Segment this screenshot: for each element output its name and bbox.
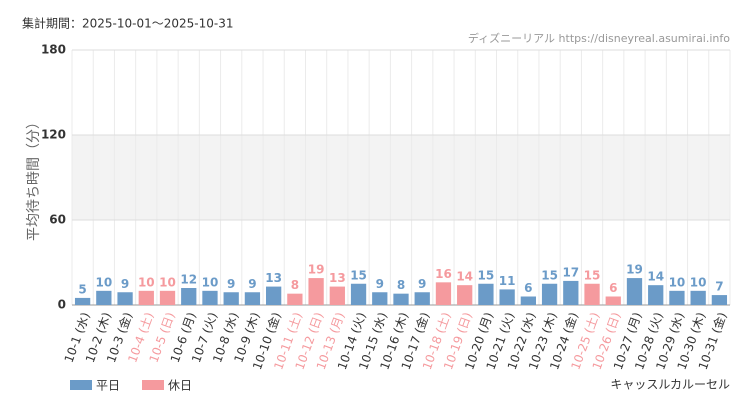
bar [350, 283, 367, 305]
bar [414, 292, 430, 305]
bar [244, 292, 261, 305]
value-label: 5 [78, 282, 86, 296]
bar [690, 290, 706, 305]
value-label: 6 [609, 281, 617, 295]
legend-label: 休日 [168, 379, 192, 393]
bar [329, 286, 345, 305]
value-label: 10 [95, 275, 112, 289]
bar [181, 288, 197, 305]
bar [711, 295, 728, 305]
bar [138, 290, 154, 305]
attraction-name: キャッスルカルーセル [610, 378, 730, 392]
value-label: 13 [329, 271, 346, 285]
value-label: 10 [690, 275, 707, 289]
value-label: 12 [180, 273, 197, 287]
value-label: 16 [435, 267, 452, 281]
grid-band [72, 135, 730, 220]
bar [266, 286, 282, 305]
value-label: 6 [524, 281, 532, 295]
y-tick-label: 0 [58, 298, 66, 312]
value-label: 13 [265, 271, 282, 285]
value-label: 14 [647, 270, 664, 284]
bar [96, 290, 112, 305]
value-label: 15 [478, 268, 495, 282]
value-label: 9 [121, 277, 129, 291]
value-label: 19 [308, 263, 325, 277]
source: ディズニーリアル https://disneyreal.asumirai.inf… [468, 31, 730, 45]
bar [520, 296, 536, 305]
value-label: 10 [669, 275, 686, 289]
value-label: 9 [418, 277, 426, 291]
bar [584, 283, 600, 305]
value-label: 10 [159, 275, 176, 289]
bar [117, 292, 133, 305]
bar [159, 290, 176, 305]
period-header: 集計期間：2025-10-01～2025-10-31 [22, 16, 233, 31]
y-tick-label: 180 [41, 43, 66, 57]
value-label: 17 [562, 265, 579, 279]
value-label: 11 [499, 274, 516, 288]
bar [308, 278, 324, 305]
bar [605, 296, 621, 305]
bar [541, 283, 558, 305]
value-label: 9 [376, 277, 384, 291]
bar [287, 293, 303, 305]
value-label: 7 [715, 280, 723, 294]
legend-label: 平日 [96, 379, 120, 393]
value-label: 15 [584, 268, 601, 282]
value-label: 10 [138, 275, 155, 289]
value-label: 9 [227, 277, 235, 291]
value-label: 8 [291, 278, 299, 292]
y-axis-label: 平均待ち時間（分） [26, 115, 42, 241]
bar [372, 292, 388, 305]
value-label: 14 [456, 270, 473, 284]
bar [499, 289, 515, 305]
value-label: 9 [248, 277, 256, 291]
value-label: 10 [202, 275, 219, 289]
bar [626, 278, 643, 305]
bar [74, 297, 91, 305]
bar [223, 292, 239, 305]
bar [648, 285, 664, 305]
value-label: 8 [397, 278, 405, 292]
bar [563, 280, 579, 305]
bar [457, 285, 473, 305]
bar [478, 283, 494, 305]
y-tick-label: 60 [49, 213, 66, 227]
value-label: 15 [350, 268, 367, 282]
legend-swatch [142, 380, 164, 390]
legend-swatch [70, 380, 92, 390]
bar [669, 290, 685, 305]
bar [435, 282, 452, 305]
value-label: 15 [541, 268, 558, 282]
bar [202, 290, 218, 305]
bar [393, 293, 409, 305]
y-tick-label: 120 [41, 128, 66, 142]
value-label: 19 [626, 263, 643, 277]
